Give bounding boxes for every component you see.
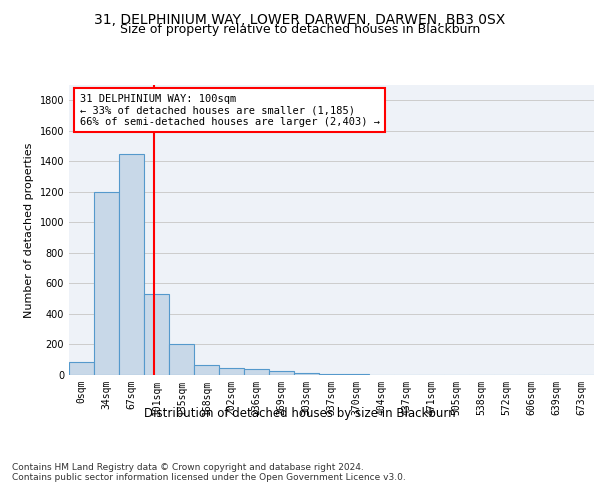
Text: Distribution of detached houses by size in Blackburn: Distribution of detached houses by size … — [144, 408, 456, 420]
Bar — [169, 344, 194, 375]
Bar — [319, 374, 344, 375]
Text: 31 DELPHINIUM WAY: 100sqm
← 33% of detached houses are smaller (1,185)
66% of se: 31 DELPHINIUM WAY: 100sqm ← 33% of detac… — [79, 94, 380, 127]
Bar — [294, 373, 319, 375]
Bar — [244, 370, 269, 375]
Bar — [94, 192, 119, 375]
Bar — [69, 362, 94, 375]
Y-axis label: Number of detached properties: Number of detached properties — [24, 142, 34, 318]
Text: 31, DELPHINIUM WAY, LOWER DARWEN, DARWEN, BB3 0SX: 31, DELPHINIUM WAY, LOWER DARWEN, DARWEN… — [94, 12, 506, 26]
Bar — [119, 154, 144, 375]
Bar — [269, 371, 294, 375]
Text: Contains HM Land Registry data © Crown copyright and database right 2024.
Contai: Contains HM Land Registry data © Crown c… — [12, 462, 406, 482]
Text: Size of property relative to detached houses in Blackburn: Size of property relative to detached ho… — [120, 24, 480, 36]
Bar — [144, 294, 169, 375]
Bar — [219, 368, 244, 375]
Bar — [194, 365, 219, 375]
Bar — [344, 374, 369, 375]
